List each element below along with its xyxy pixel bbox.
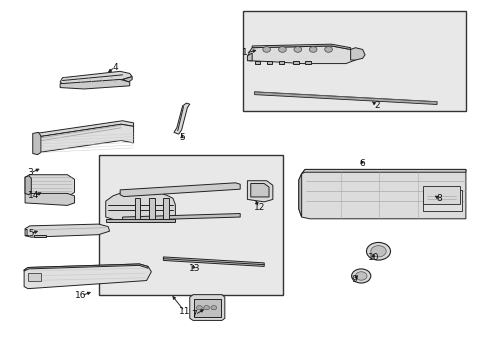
Polygon shape xyxy=(247,181,273,202)
Text: 9: 9 xyxy=(352,275,357,284)
Text: 12: 12 xyxy=(254,203,265,212)
Polygon shape xyxy=(190,294,225,320)
Circle shape xyxy=(211,306,217,310)
Circle shape xyxy=(263,47,270,52)
Polygon shape xyxy=(122,213,240,221)
Polygon shape xyxy=(106,189,175,222)
Polygon shape xyxy=(163,257,264,266)
Polygon shape xyxy=(302,170,466,174)
Bar xyxy=(243,11,466,111)
Polygon shape xyxy=(60,71,132,84)
Text: 5: 5 xyxy=(180,133,185,142)
Polygon shape xyxy=(24,264,148,271)
Text: 10: 10 xyxy=(368,253,379,262)
Circle shape xyxy=(309,47,317,52)
Polygon shape xyxy=(293,61,299,64)
Polygon shape xyxy=(299,174,302,217)
Circle shape xyxy=(371,246,386,257)
Polygon shape xyxy=(163,198,169,222)
Bar xyxy=(423,190,462,211)
Text: 6: 6 xyxy=(360,158,366,167)
Bar xyxy=(423,186,460,204)
Text: 7: 7 xyxy=(192,310,197,319)
Circle shape xyxy=(367,242,391,260)
Text: 8: 8 xyxy=(437,194,442,203)
Circle shape xyxy=(204,306,209,310)
Polygon shape xyxy=(24,264,151,289)
Polygon shape xyxy=(351,48,365,60)
Polygon shape xyxy=(135,198,140,222)
Polygon shape xyxy=(34,235,46,237)
Polygon shape xyxy=(255,61,260,64)
Polygon shape xyxy=(279,61,284,64)
Polygon shape xyxy=(174,103,190,134)
Circle shape xyxy=(352,269,371,283)
Text: 13: 13 xyxy=(189,264,200,273)
Bar xyxy=(98,155,283,294)
Text: 14: 14 xyxy=(28,192,39,201)
Text: 4: 4 xyxy=(113,63,118,72)
Polygon shape xyxy=(25,193,74,206)
Polygon shape xyxy=(25,176,31,195)
Polygon shape xyxy=(120,183,240,197)
Text: 15: 15 xyxy=(24,229,36,238)
Text: 11: 11 xyxy=(179,307,191,316)
Polygon shape xyxy=(25,175,74,197)
Circle shape xyxy=(355,272,367,280)
Text: 2: 2 xyxy=(374,101,380,110)
Polygon shape xyxy=(122,77,132,82)
Polygon shape xyxy=(106,219,175,222)
Polygon shape xyxy=(34,124,134,154)
Polygon shape xyxy=(305,61,311,64)
Polygon shape xyxy=(25,224,110,237)
Bar xyxy=(28,273,41,280)
Polygon shape xyxy=(255,92,437,104)
Polygon shape xyxy=(60,80,130,89)
Polygon shape xyxy=(247,53,252,61)
Polygon shape xyxy=(251,184,269,197)
Polygon shape xyxy=(33,132,41,154)
Text: 1: 1 xyxy=(242,49,248,58)
Circle shape xyxy=(279,47,286,52)
Circle shape xyxy=(294,47,302,52)
Polygon shape xyxy=(267,61,272,64)
Polygon shape xyxy=(194,299,221,317)
Polygon shape xyxy=(247,46,355,64)
Circle shape xyxy=(196,306,202,310)
Text: 16: 16 xyxy=(75,291,87,300)
Polygon shape xyxy=(149,198,155,222)
Circle shape xyxy=(325,47,332,52)
Text: 3: 3 xyxy=(27,168,33,177)
Polygon shape xyxy=(252,44,351,49)
Polygon shape xyxy=(34,121,134,141)
Polygon shape xyxy=(299,170,466,219)
